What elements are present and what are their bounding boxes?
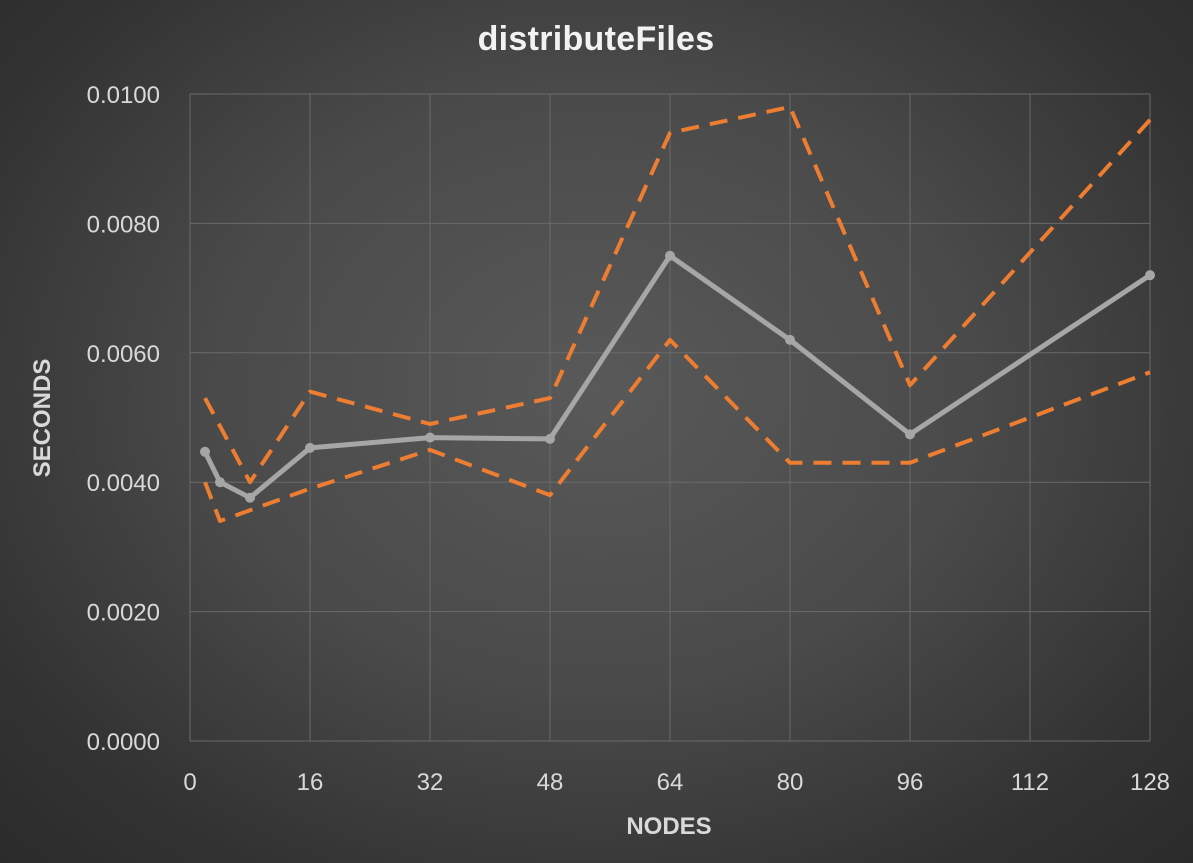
mean-point (665, 250, 675, 261)
mean-point (200, 446, 210, 457)
y-tick-label: 0.0000 (87, 729, 160, 756)
x-tick-label: 48 (537, 769, 564, 796)
y-tick-label: 0.0100 (87, 82, 160, 109)
x-axis-label: NODES (626, 813, 711, 840)
mean-point (905, 429, 915, 440)
x-tick-label: 112 (1011, 769, 1049, 796)
x-tick-label: 16 (297, 769, 324, 796)
upper-bound-line (203, 104, 1152, 485)
lower-bound-line (203, 337, 1151, 523)
x-tick-label: 0 (183, 769, 196, 796)
x-tick-label: 80 (777, 769, 804, 796)
y-axis-label: SECONDS (29, 359, 56, 478)
mean-point (785, 334, 795, 345)
y-tick-label: 0.0040 (87, 470, 160, 497)
mean-point (215, 477, 225, 488)
x-tick-label: 32 (417, 769, 444, 796)
y-tick-label: 0.0080 (87, 211, 160, 238)
x-tick-label: 64 (657, 769, 684, 796)
mean-line (202, 253, 1153, 501)
y-tick-label: 0.0060 (87, 341, 160, 368)
mean-point (545, 433, 555, 444)
series-group (200, 104, 1155, 523)
x-tick-label: 96 (897, 769, 924, 796)
gridlines (189, 93, 1151, 742)
y-tick-label: 0.0020 (87, 600, 160, 627)
mean-point (425, 432, 435, 443)
y-axis-ticks: 0.0000 0.0020 0.0040 0.0060 0.0080 0.0100 (87, 82, 160, 756)
x-axis-ticks: 0 16 32 48 64 80 96 112 128 (183, 769, 1170, 796)
mean-point (1145, 270, 1155, 281)
chart-title: distributeFiles (478, 20, 715, 58)
mean-point (305, 442, 315, 453)
x-tick-label: 128 (1130, 769, 1170, 796)
mean-point (245, 492, 255, 503)
